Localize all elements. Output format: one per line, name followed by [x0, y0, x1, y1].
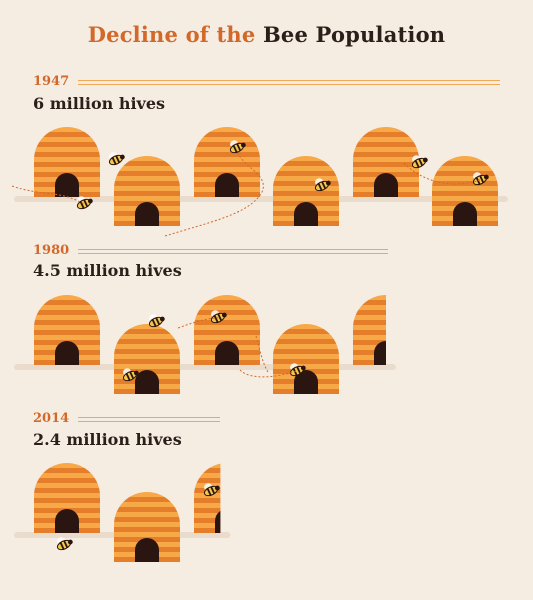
hive-row-2014 — [14, 463, 231, 562]
hive-icon — [273, 156, 339, 226]
bee-icon — [148, 314, 165, 328]
year-label-1980: 1980 — [33, 243, 70, 258]
hive-door — [135, 538, 159, 562]
hive-icon — [353, 127, 419, 197]
bee-icon — [314, 178, 331, 192]
hive-door — [135, 370, 159, 394]
hive-door — [55, 341, 79, 365]
bee-flight-path — [255, 335, 269, 373]
bee-icon — [411, 155, 428, 169]
hive-icon — [273, 324, 339, 394]
hive-door — [55, 509, 79, 533]
bee-icon — [108, 152, 125, 166]
hive-icon — [34, 463, 100, 533]
hive-icon-partial — [353, 295, 386, 365]
bee-icon — [229, 140, 246, 154]
hive-icon — [114, 156, 180, 226]
hive-row-1980 — [14, 295, 396, 394]
hive-door — [135, 202, 159, 226]
year-label-2014: 2014 — [33, 411, 70, 426]
hive-count-1980: 4.5 million hives — [33, 261, 182, 280]
chart-title-part1: Decline of the — [87, 22, 256, 47]
hive-icon — [114, 492, 180, 562]
hive-icon — [194, 127, 260, 197]
hive-door — [215, 341, 239, 365]
hive-icon — [114, 324, 180, 394]
bee-icon — [122, 368, 139, 382]
bee-icon — [56, 537, 73, 551]
hive-door — [374, 341, 386, 365]
year-label-1947: 1947 — [33, 74, 70, 89]
hive-icon — [194, 295, 260, 365]
hive-icon-partial — [194, 463, 221, 533]
bee-flight-path — [403, 162, 481, 185]
hive-door — [453, 202, 477, 226]
year-rule-1980 — [78, 249, 388, 254]
bee-flight-path — [177, 317, 219, 329]
bee-icon — [289, 363, 306, 377]
hive-door — [215, 511, 221, 533]
year-rule-1947 — [78, 80, 500, 85]
bee-flight-path — [164, 149, 264, 237]
bee-icon — [203, 483, 220, 497]
chart-title: Decline of the Bee Population — [0, 22, 533, 47]
hive-icon — [432, 156, 498, 226]
hive-door — [294, 370, 318, 394]
hive-count-2014: 2.4 million hives — [33, 430, 182, 449]
year-rule-2014 — [78, 417, 220, 422]
hive-row-1947 — [14, 127, 508, 226]
hive-door — [374, 173, 398, 197]
chart-title-part2: Bee Population — [262, 22, 446, 47]
hive-door — [294, 202, 318, 226]
bee-icon — [76, 196, 93, 210]
hive-count-1947: 6 million hives — [33, 94, 166, 113]
hive-door — [55, 173, 79, 197]
bee-flight-path — [239, 369, 298, 378]
hive-icon — [34, 295, 100, 365]
hive-door — [215, 173, 239, 197]
hive-icon — [34, 127, 100, 197]
